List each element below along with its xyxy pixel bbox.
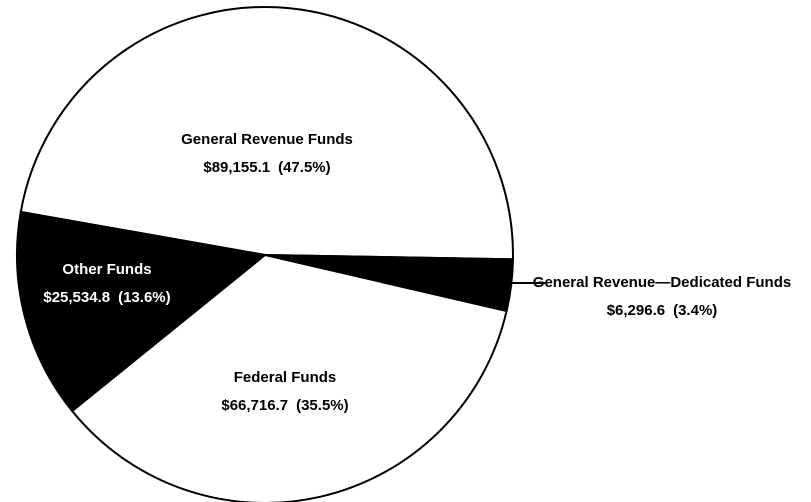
slice-label: Federal Funds xyxy=(234,369,337,386)
slice xyxy=(70,253,508,502)
share-label: (13.6%) xyxy=(118,289,171,306)
slice-label: Other Funds xyxy=(62,261,151,278)
slice xyxy=(19,6,514,261)
value-label: $25,534.8 xyxy=(43,289,110,306)
share-label: (35.5%) xyxy=(296,397,349,414)
slice xyxy=(16,210,268,413)
share-label: (47.5%) xyxy=(278,159,331,176)
slice-label: General Revenue Funds xyxy=(181,131,353,148)
value-label: $89,155.1 xyxy=(203,159,270,176)
value-label: $6,296.6 xyxy=(607,302,665,319)
slice-value-label: $6,296.6 (3.4%) xyxy=(607,302,718,319)
share-label: (3.4%) xyxy=(673,302,717,319)
slice-value-label: $66,716.7 (35.5%) xyxy=(221,397,348,414)
slice-label: General Revenue—Dedicated Funds xyxy=(533,274,791,291)
slice-value-label: $25,534.8 (13.6%) xyxy=(43,289,170,306)
value-label: $66,716.7 xyxy=(221,397,288,414)
slices xyxy=(16,6,514,502)
slice-value-label: $89,155.1 (47.5%) xyxy=(203,159,330,176)
